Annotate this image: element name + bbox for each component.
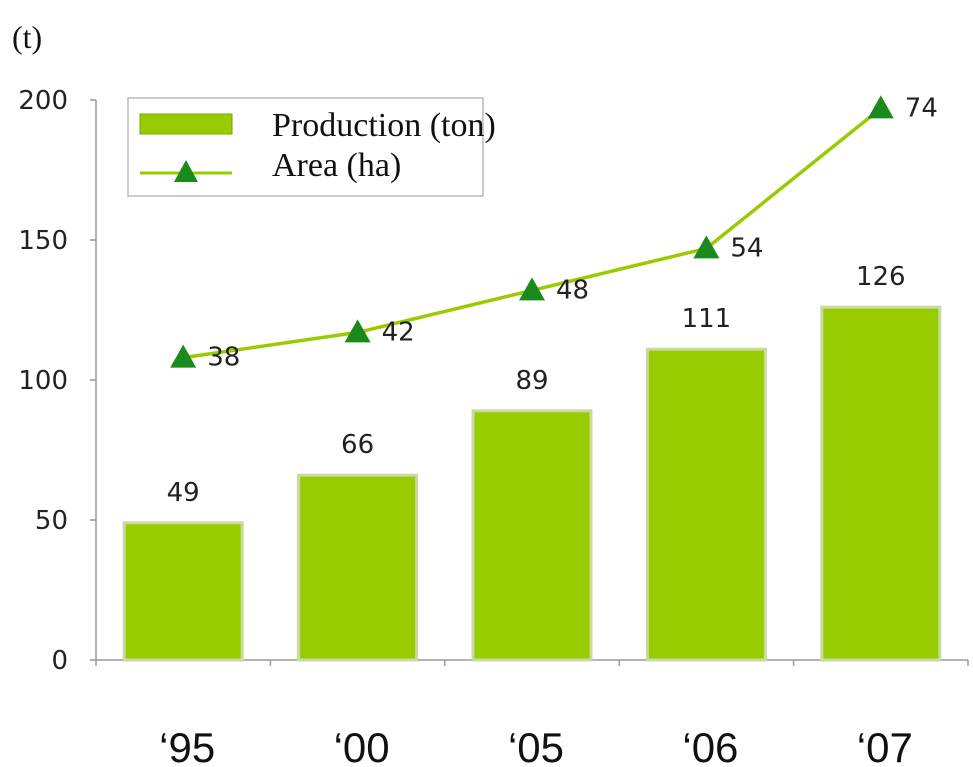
- y-tick-label: 50: [35, 506, 68, 536]
- legend-bar-swatch: [139, 113, 233, 135]
- bars-group: 49 66 89 111 126: [122, 262, 942, 662]
- legend-triangle-marker-icon: [174, 160, 198, 182]
- x-category-label: ‘05: [508, 724, 564, 767]
- area-data-label: 74: [905, 93, 938, 123]
- y-tick-label: 0: [51, 646, 68, 676]
- production-bar: [122, 521, 244, 662]
- legend-label-production: Production (ton): [272, 107, 496, 144]
- legend-label-area: Area (ha): [272, 147, 401, 184]
- x-category-label: ‘07: [857, 724, 913, 767]
- legend: Production (ton) Area (ha): [127, 97, 496, 197]
- area-data-label: 54: [730, 233, 763, 263]
- y-tick-label: 100: [18, 366, 68, 396]
- production-bar-data-label: 89: [515, 366, 548, 396]
- area-triangle-marker: [519, 277, 545, 301]
- area-triangle-marker: [867, 95, 894, 119]
- y-tick-label: 150: [18, 226, 68, 256]
- production-bar-data-label: 111: [682, 304, 732, 334]
- production-bar: [645, 347, 767, 662]
- production-bar-data-label: 126: [856, 262, 906, 292]
- y-unit-label: (t): [12, 19, 42, 55]
- area-triangle-marker: [693, 235, 720, 259]
- production-bar-data-label: 49: [167, 478, 200, 508]
- axes: 0 50 100 150 200 ‘95 ‘00 ‘05 ‘06 ‘07: [18, 86, 969, 767]
- area-data-label: 42: [382, 317, 415, 347]
- x-category-label: ‘00: [334, 724, 390, 767]
- y-tick-label: 200: [18, 86, 68, 116]
- production-bar: [820, 305, 942, 662]
- line-series-group: 38 42 48 54 74: [170, 93, 938, 373]
- area-data-label: 38: [207, 343, 240, 373]
- x-category-label: ‘95: [159, 724, 215, 767]
- area-data-label: 48: [556, 275, 589, 305]
- area-triangle-marker: [344, 319, 371, 343]
- production-bar: [297, 473, 419, 662]
- production-bar-data-label: 66: [341, 430, 374, 460]
- area-triangle-marker: [170, 344, 197, 368]
- production-bar: [471, 409, 593, 662]
- x-category-label: ‘06: [682, 724, 738, 767]
